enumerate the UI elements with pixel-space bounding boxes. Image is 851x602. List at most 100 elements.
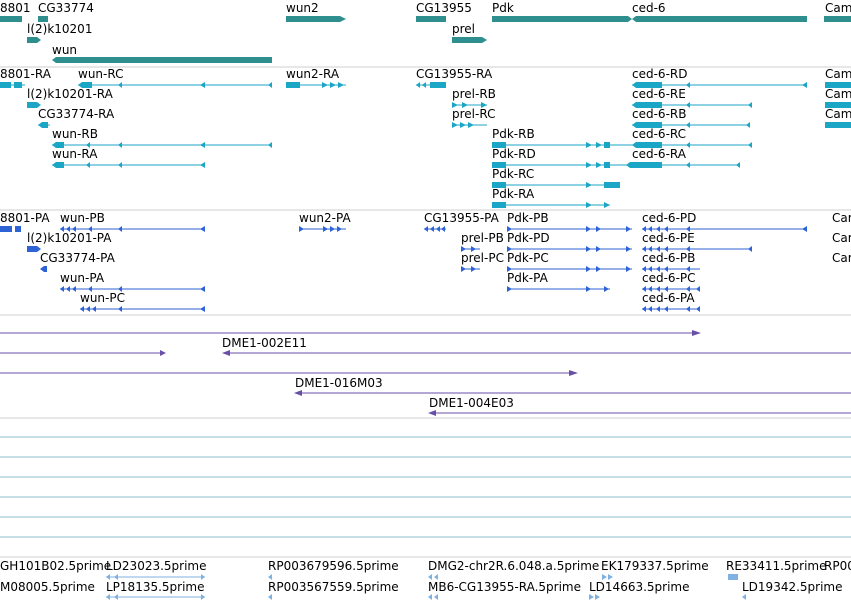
est-feature[interactable]: DMG2-chr2R.6.048.a.5prime xyxy=(428,559,599,580)
transcript-feature[interactable]: wun2-RA xyxy=(286,67,346,88)
protein-feature[interactable]: Car xyxy=(832,231,851,245)
gene-feature[interactable]: ced-6 xyxy=(632,1,807,22)
gene-feature[interactable]: wun xyxy=(52,43,272,63)
transcript-feature[interactable]: ced-6-RA xyxy=(626,147,740,168)
protein-feature[interactable]: CG13955-PA xyxy=(424,211,500,232)
gene-feature[interactable]: l(2)k10201 xyxy=(27,22,92,43)
protein-feature[interactable]: prel-PC xyxy=(461,251,504,272)
protein-feature[interactable]: ced-6-PB xyxy=(642,251,700,272)
transcript-feature[interactable]: CG33774-RA xyxy=(38,107,115,128)
est-feature[interactable]: GH101B02.5prime xyxy=(0,559,111,573)
est-feature[interactable]: MB6-CG13955-RA.5prime xyxy=(428,580,581,600)
protein-feature[interactable]: ced-6-PC xyxy=(642,271,700,292)
est-feature[interactable]: LD14663.5prime xyxy=(589,580,690,600)
transcript-feature[interactable]: Pdk-RB xyxy=(492,127,632,148)
transcript-feature[interactable]: Cam xyxy=(825,107,851,128)
clone-feature[interactable] xyxy=(0,330,701,336)
gene-feature[interactable]: 8801 xyxy=(0,1,31,22)
est-feature[interactable]: RP003567559.5prime xyxy=(268,580,399,600)
protein-feature[interactable]: Pdk-PA xyxy=(507,271,610,292)
svg-text:ced-6-RC: ced-6-RC xyxy=(632,127,686,141)
gene-feature[interactable]: wun2 xyxy=(286,1,346,22)
svg-text:RP003679596.5prime: RP003679596.5prime xyxy=(268,559,399,573)
svg-text:MB6-CG13955-RA.5prime: MB6-CG13955-RA.5prime xyxy=(428,580,581,594)
protein-feature[interactable]: ced-6-PE xyxy=(642,231,752,252)
protein-feature[interactable]: wun-PA xyxy=(60,271,205,292)
svg-text:wun: wun xyxy=(52,43,77,57)
transcript-feature[interactable]: wun-RA xyxy=(52,147,205,168)
svg-text:ced-6-RE: ced-6-RE xyxy=(632,87,686,101)
transcript-feature[interactable]: wun-RB xyxy=(52,127,272,148)
svg-text:CG33774: CG33774 xyxy=(38,1,94,15)
transcript-feature[interactable]: l(2)k10201-RA xyxy=(27,87,114,108)
est-feature[interactable]: EK179337.5prime xyxy=(601,559,709,580)
transcript-feature[interactable]: CG13955-RA xyxy=(416,67,493,88)
protein-feature[interactable]: Car xyxy=(832,211,851,225)
transcript-feature[interactable]: 8801-RA xyxy=(0,67,52,88)
gene-feature[interactable]: prel xyxy=(452,22,487,43)
svg-text:l(2)k10201-PA: l(2)k10201-PA xyxy=(27,231,112,245)
svg-text:prel-PC: prel-PC xyxy=(461,251,504,265)
protein-track: 8801-PA wun-PB wun2-PA CG13955-PA Pdk- xyxy=(0,211,851,312)
gene-feature[interactable]: Cam xyxy=(824,1,851,22)
clone-feature[interactable]: DME1-004E03 xyxy=(428,396,851,416)
gene-feature[interactable]: CG33774 xyxy=(38,1,94,22)
svg-text:wun-RB: wun-RB xyxy=(52,127,98,141)
est-feature[interactable]: M08005.5prime xyxy=(0,580,95,594)
transcript-feature[interactable]: Pdk-RA xyxy=(492,187,610,208)
protein-feature[interactable]: CG33774-PA xyxy=(40,251,116,272)
svg-text:wun-PA: wun-PA xyxy=(60,271,105,285)
protein-feature[interactable]: wun-PC xyxy=(80,291,205,312)
svg-text:CG13955: CG13955 xyxy=(416,1,472,15)
transcript-feature[interactable]: ced-6-RE xyxy=(632,87,752,108)
transcript-feature[interactable]: Pdk-RD xyxy=(492,147,632,168)
svg-text:Pdk-PD: Pdk-PD xyxy=(507,231,550,245)
est-feature[interactable]: LP18135.5prime xyxy=(106,580,205,600)
svg-text:Cam: Cam xyxy=(825,1,851,15)
transcript-feature[interactable]: Cam xyxy=(825,87,851,108)
transcript-feature[interactable]: prel-RB xyxy=(452,87,496,108)
svg-text:ced-6-PC: ced-6-PC xyxy=(642,271,696,285)
clone-feature[interactable]: DME1-002E11 xyxy=(222,336,851,356)
svg-text:ced-6-PA: ced-6-PA xyxy=(642,291,695,305)
clone-feature[interactable]: DME1-016M03 xyxy=(294,376,851,396)
est-feature[interactable]: LD19342.5prime xyxy=(742,580,843,600)
svg-text:Pdk-PA: Pdk-PA xyxy=(507,271,549,285)
protein-feature[interactable]: l(2)k10201-PA xyxy=(27,231,112,252)
clone-track: DME1-002E11 DME1-016M03 DME1-004E03 xyxy=(0,330,851,416)
protein-feature[interactable]: Pdk-PD xyxy=(507,231,632,252)
clone-feature[interactable] xyxy=(0,370,578,376)
transcript-feature[interactable]: ced-6-RC xyxy=(632,127,752,148)
est-feature[interactable]: LD23023.5prime xyxy=(106,559,207,580)
protein-feature[interactable]: ced-6-PA xyxy=(642,291,700,312)
protein-feature[interactable]: 8801-PA xyxy=(0,211,50,232)
svg-text:Car: Car xyxy=(832,231,851,245)
transcript-feature[interactable]: Pdk-RC xyxy=(492,167,620,188)
protein-feature[interactable]: Pdk-PC xyxy=(507,251,632,272)
protein-feature[interactable]: wun2-PA xyxy=(299,211,351,232)
est-feature[interactable]: RP003679596.5prime xyxy=(268,559,399,580)
transcript-feature[interactable]: prel-RC xyxy=(452,107,495,128)
protein-feature[interactable]: wun-PB xyxy=(60,211,205,232)
transcript-feature[interactable]: Cam xyxy=(825,67,851,88)
est-feature[interactable]: RE33411.5prime xyxy=(726,559,827,580)
protein-feature[interactable]: ced-6-PD xyxy=(642,211,807,232)
protein-feature[interactable]: prel-PB xyxy=(461,231,504,252)
gene-feature[interactable]: CG13955 xyxy=(416,1,472,22)
svg-text:ced-6-PE: ced-6-PE xyxy=(642,231,695,245)
transcript-feature[interactable]: ced-6-RD xyxy=(632,67,807,88)
svg-text:RP00: RP00 xyxy=(824,559,851,573)
est-feature[interactable]: RP00 xyxy=(824,559,851,573)
clone-feature[interactable] xyxy=(0,350,166,356)
svg-text:prel: prel xyxy=(452,22,475,36)
protein-feature[interactable]: Pdk-PB xyxy=(507,211,632,232)
transcript-feature[interactable]: ced-6-RB xyxy=(632,107,750,128)
protein-feature[interactable]: Car xyxy=(832,251,851,265)
transcript-feature[interactable]: wun-RC xyxy=(78,67,272,88)
svg-text:ced-6-PD: ced-6-PD xyxy=(642,211,696,225)
svg-text:CG13955-PA: CG13955-PA xyxy=(424,211,500,225)
gene-feature[interactable]: Pdk xyxy=(492,1,632,22)
svg-text:CG33774-PA: CG33774-PA xyxy=(40,251,116,265)
svg-text:l(2)k10201: l(2)k10201 xyxy=(27,22,92,36)
svg-text:CG13955-RA: CG13955-RA xyxy=(416,67,493,81)
